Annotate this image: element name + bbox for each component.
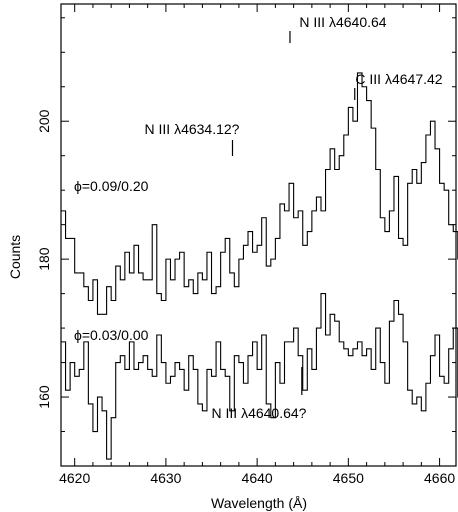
annotation-niii-4640-lower: N III λ4640.64?: [212, 405, 307, 421]
y-axis-label: Counts: [7, 235, 23, 279]
series-line-1: [61, 293, 458, 460]
x-tick-label: 4640: [242, 470, 273, 486]
plot-frame: [60, 3, 457, 467]
y-tick-label: 160: [36, 385, 52, 409]
y-tick-label: 200: [36, 109, 52, 133]
axes: 4620 4630 4640 4650 4660 160 180 200: [36, 3, 457, 486]
y-tick-label: 180: [36, 247, 52, 271]
x-tick-label: 4660: [424, 470, 455, 486]
x-tick-label: 4630: [150, 470, 181, 486]
annotation-niii-4634: N III λ4634.12?: [145, 121, 240, 137]
series-label-phase-0.09: ϕ=0.09/0.20: [74, 178, 149, 194]
x-axis-label: Wavelength (Å): [211, 495, 307, 511]
series-line-0: [61, 72, 458, 315]
x-tick-label: 4620: [59, 470, 90, 486]
annotation-niii-4640: N III λ4640.64: [299, 14, 386, 30]
plot-area: [61, 31, 458, 460]
series-label-phase-0.03: ϕ=0.03/0.00: [74, 327, 149, 343]
annotation-ciii-4647: C III λ4647.42: [355, 71, 442, 87]
x-tick-label: 4650: [333, 470, 364, 486]
